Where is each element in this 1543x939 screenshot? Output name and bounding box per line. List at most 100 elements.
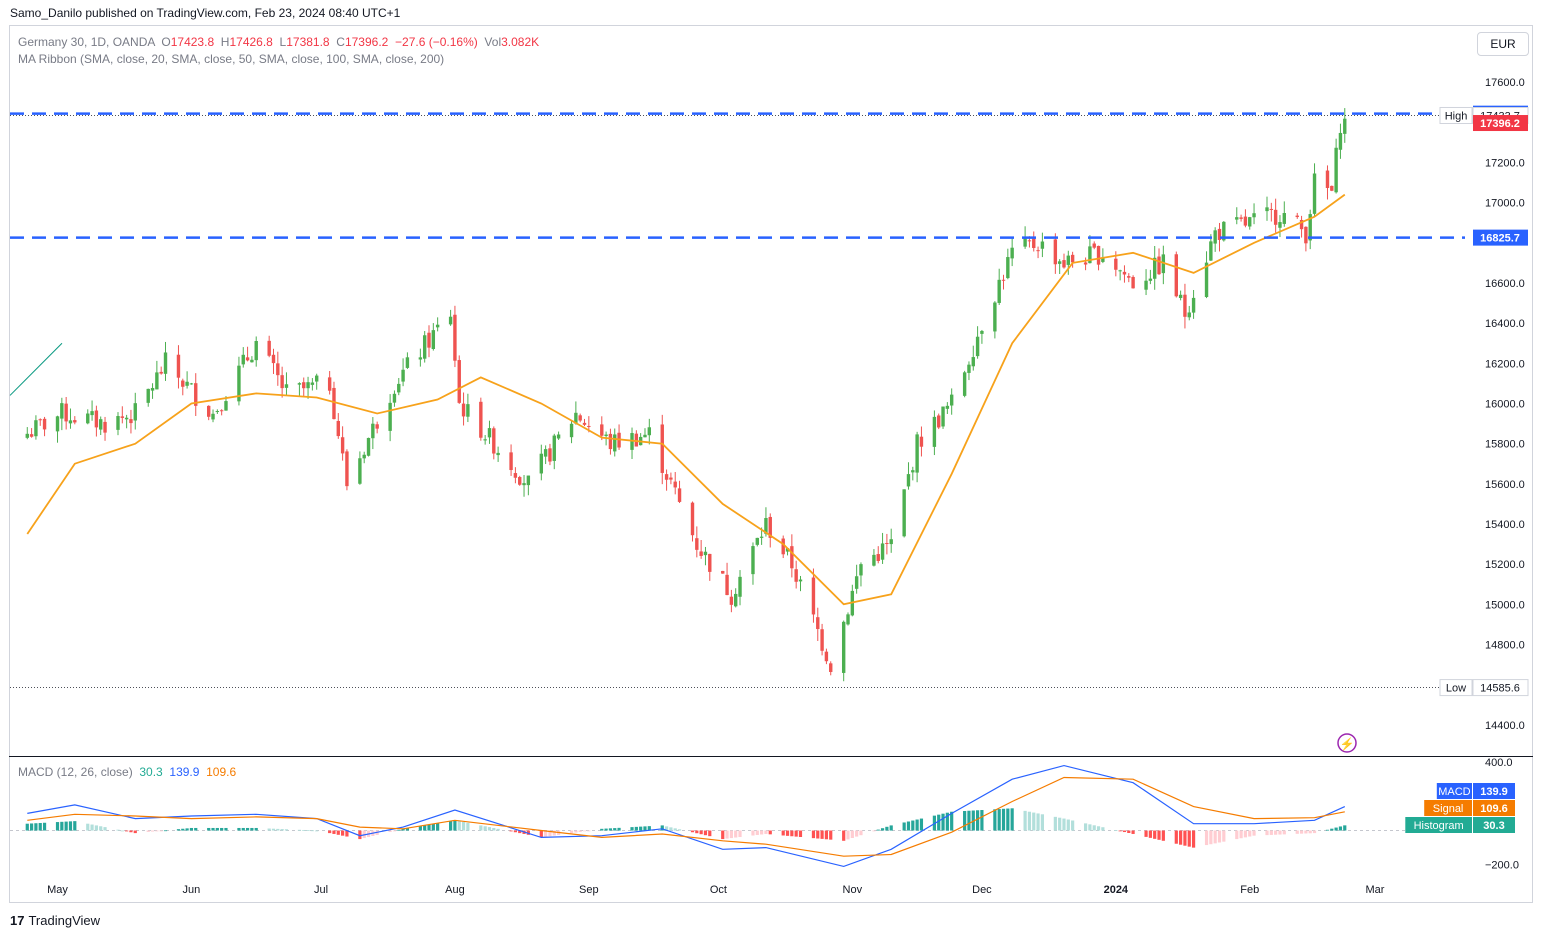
candle-body (1006, 257, 1010, 279)
change-value: −27.6 (−0.16%) (395, 35, 478, 49)
macd-histogram-bar (487, 827, 492, 831)
candle-body (764, 518, 768, 534)
macd-series-tag-name: Signal (1433, 803, 1464, 815)
time-axis-tick: Jun (183, 884, 201, 896)
macd-histogram-bar (189, 827, 194, 831)
macd-histogram-bar (1252, 830, 1256, 836)
macd-histogram-bar (647, 826, 651, 831)
lightning-icon[interactable] (1337, 733, 1357, 753)
macd-histogram-bar (798, 830, 803, 837)
macd-histogram-bar (664, 826, 669, 831)
candle-body (798, 579, 803, 582)
candle-body (1114, 258, 1118, 270)
candle-body (25, 433, 29, 438)
macd-histogram-bar (86, 823, 90, 831)
macd-histogram-bar (574, 830, 578, 833)
macd-histogram-bar (427, 824, 431, 831)
macd-histogram-bar (1023, 810, 1027, 831)
candle-body (725, 574, 729, 596)
macd-histogram-bar (1101, 827, 1105, 831)
candle-body (181, 380, 185, 387)
candle-body (859, 564, 863, 576)
macd-histogram-bar (1243, 830, 1248, 838)
macd-histogram-bar (1183, 830, 1187, 846)
candle-body (721, 570, 725, 574)
candle-body (513, 473, 518, 478)
candle-body (876, 554, 880, 561)
candle-body (1191, 297, 1196, 313)
macd-histogram-bar (332, 830, 336, 834)
price-axis-tick: 17000.0 (1485, 198, 1525, 210)
candle-body (64, 403, 68, 422)
macd-histogram-bar (811, 830, 816, 839)
macd-histogram-bar (1036, 813, 1040, 831)
candle-body (1295, 215, 1299, 218)
candle-body (755, 537, 759, 545)
candle-body (552, 435, 556, 461)
candle-body (526, 475, 531, 486)
candle-body (38, 419, 42, 421)
high-tag-box (1439, 106, 1473, 124)
candle-body (496, 452, 500, 456)
macd-histogram-bar (885, 826, 889, 831)
macd-histogram-bar (941, 813, 945, 831)
candle-body (250, 359, 254, 363)
currency-button[interactable]: EUR (1477, 32, 1529, 56)
candle-body (708, 553, 712, 572)
macd-histogram-bar (669, 827, 673, 831)
macd-histogram-bar (639, 826, 643, 831)
macd-histogram-bar (68, 821, 73, 831)
candle-body (224, 401, 228, 411)
candle-body (483, 439, 487, 441)
candle-body (854, 576, 859, 589)
macd-histogram-bar (159, 830, 163, 832)
candle-body (453, 314, 457, 361)
candle-body (1101, 257, 1105, 262)
low-tag-box (1439, 679, 1473, 697)
candle-body (1122, 271, 1127, 275)
price-axis-tick: 16600.0 (1485, 278, 1525, 290)
chart-frame (9, 25, 1533, 903)
macd-histogram-bar (1096, 826, 1101, 831)
trend-line-drawing[interactable] (9, 342, 63, 396)
candle-body (362, 454, 366, 459)
macd-histogram-bar (824, 830, 829, 840)
price-axis-tick: 15000.0 (1485, 599, 1525, 611)
macd-histogram-bar (569, 830, 574, 834)
macd-series-value: 139.9 (1480, 786, 1508, 798)
symbol-label: Germany 30, 1D, OANDA (18, 35, 155, 49)
candle-body (306, 382, 310, 389)
macd-name: MACD (12, 26, close) (18, 765, 133, 779)
candle-body (880, 543, 885, 560)
candle-body (548, 448, 552, 462)
candle-body (1278, 222, 1282, 228)
candle-body (509, 452, 513, 471)
price-axis-tick: 15200.0 (1485, 559, 1525, 571)
candle-body (785, 548, 790, 552)
macd-series-tag-box (1436, 783, 1472, 799)
candle-body (276, 363, 280, 376)
candle-body (1010, 247, 1014, 259)
candle-body (1308, 214, 1312, 241)
candle-body (1088, 246, 1092, 264)
macd-histogram-bar (880, 828, 885, 831)
macd-histogram-bar (1338, 826, 1343, 831)
macd-histogram-bar (600, 828, 604, 831)
candle-body (215, 410, 220, 413)
candle-body (543, 449, 548, 457)
macd-histogram-bar (211, 827, 215, 831)
candle-body (846, 614, 850, 625)
macd-series-tag-name: Histogram (1414, 820, 1464, 832)
macd-histogram-bar (405, 828, 410, 831)
candle-body (816, 617, 820, 630)
candle-body (1243, 216, 1248, 226)
macd-histogram-bar (492, 827, 496, 831)
macd-series-tag-box (1405, 817, 1472, 833)
macd-line (27, 764, 1346, 868)
candle-body (759, 536, 764, 538)
candle-body (841, 621, 846, 673)
candle-body (267, 340, 271, 356)
macd-series-tag-name: MACD (1438, 786, 1470, 798)
macd-histogram-bar (613, 828, 617, 831)
